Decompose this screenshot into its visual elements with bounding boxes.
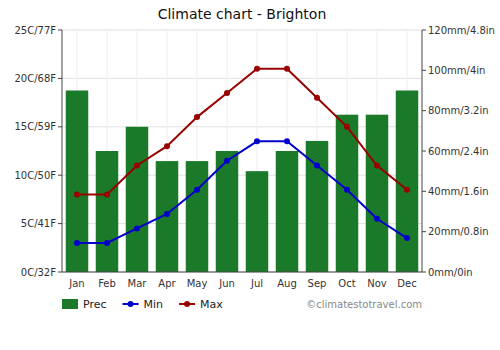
legend-label: Max: [200, 298, 223, 311]
marker: [194, 114, 200, 120]
y2-tick: [422, 231, 426, 232]
grid-line: [62, 78, 422, 79]
x-tick-label: Jun: [218, 278, 235, 289]
y-tick: [58, 78, 62, 79]
marker: [284, 66, 290, 72]
y2-tick-label: 20mm/0.8in: [428, 226, 489, 237]
x-tick-label: Nov: [367, 278, 387, 289]
grid-line: [62, 272, 422, 273]
y-tick: [58, 126, 62, 127]
legend-marker: [128, 301, 134, 307]
x-tick-label: Dec: [397, 278, 416, 289]
x-tick-label: Aug: [277, 278, 297, 289]
y-axis-line: [62, 30, 63, 272]
marker: [404, 187, 410, 193]
line: [77, 141, 407, 243]
y-tick: [58, 30, 62, 31]
legend-label: Prec: [83, 298, 107, 311]
legend-swatch: [62, 299, 78, 309]
grid-line: [62, 30, 422, 31]
marker: [224, 90, 230, 96]
legend-label: Min: [144, 298, 164, 311]
y2-tick-label: 0mm/0in: [428, 267, 473, 278]
marker: [254, 66, 260, 72]
marker: [74, 192, 80, 198]
y2-tick-label: 60mm/2.4in: [428, 146, 489, 157]
x-tick-label: May: [187, 278, 208, 289]
y-tick-label: 15C/59F: [14, 121, 56, 132]
marker: [134, 163, 140, 169]
y2-tick: [422, 70, 426, 71]
y-tick: [58, 272, 62, 273]
bar: [306, 141, 329, 272]
bar: [96, 151, 119, 272]
annotation: ©climatestotravel.com: [306, 299, 422, 310]
marker: [104, 240, 110, 246]
marker: [224, 158, 230, 164]
line: [77, 69, 407, 195]
marker: [314, 95, 320, 101]
bar: [66, 91, 89, 273]
grid: [62, 30, 422, 272]
bar: [186, 161, 209, 272]
bar: [366, 115, 389, 272]
y-tick: [58, 175, 62, 176]
y-tick-label: 25C/77F: [14, 25, 56, 36]
marker: [254, 138, 260, 144]
marker: [284, 138, 290, 144]
x-tick-label: Mar: [128, 278, 148, 289]
marker: [164, 211, 170, 217]
marker: [374, 163, 380, 169]
y-tick-label: 5C/41F: [21, 218, 56, 229]
marker: [134, 225, 140, 231]
legend: Prec Min Max: [62, 298, 223, 311]
x-tick-label: Oct: [338, 278, 355, 289]
y2-tick-label: 100mm/4in: [428, 65, 485, 76]
bar: [246, 171, 269, 272]
marker: [344, 124, 350, 130]
bar: [156, 161, 179, 272]
marker: [404, 235, 410, 241]
x-tick-label: Feb: [98, 278, 116, 289]
axes: 0C/32F 5C/41F 10C/50F 15C/59F 20C/68F 25C/77F…: [14, 25, 495, 290]
y2-tick-label: 80mm/3.2in: [428, 105, 489, 116]
legend-marker: [184, 301, 190, 307]
y2-tick: [422, 30, 426, 31]
title: Climate chart - Brighton: [158, 6, 327, 22]
plot-area: [66, 66, 419, 272]
y-tick-label: 20C/68F: [14, 73, 56, 84]
marker: [344, 187, 350, 193]
x-tick-label: Jul: [250, 278, 263, 289]
y2-tick: [422, 191, 426, 192]
x-axis-line: [62, 272, 422, 273]
bar: [126, 127, 149, 272]
marker: [314, 163, 320, 169]
marker: [374, 216, 380, 222]
y2-tick-label: 120mm/4.8in: [428, 25, 495, 36]
marker: [104, 192, 110, 198]
chart: 0C/32F 5C/41F 10C/50F 15C/59F 20C/68F 25C/77F…: [0, 0, 500, 350]
y-tick-label: 0C/32F: [21, 267, 56, 278]
y-tick-label: 10C/50F: [14, 170, 56, 181]
y2-tick: [422, 110, 426, 111]
y-tick: [58, 223, 62, 224]
marker: [194, 187, 200, 193]
marker: [164, 143, 170, 149]
bar: [396, 91, 419, 273]
y2-tick: [422, 151, 426, 152]
bar: [276, 151, 299, 272]
y2-tick-label: 40mm/1.6in: [428, 186, 489, 197]
marker: [74, 240, 80, 246]
x-tick-label: Sep: [308, 278, 327, 289]
y2-tick: [422, 272, 426, 273]
x-tick-label: Apr: [158, 278, 176, 289]
x-tick-label: Jan: [68, 278, 84, 289]
